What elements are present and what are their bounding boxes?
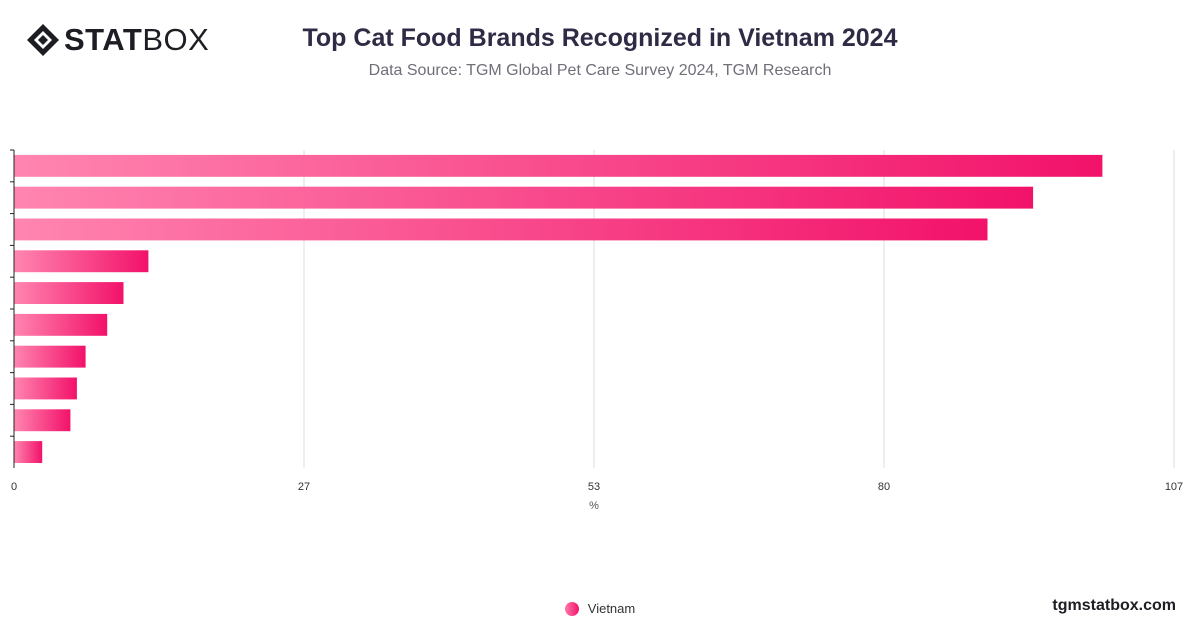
- bar[interactable]: [14, 345, 86, 368]
- bar[interactable]: [14, 218, 988, 241]
- chart-title: Top Cat Food Brands Recognized in Vietna…: [302, 24, 898, 52]
- x-tick-label: 0: [11, 481, 17, 493]
- bar[interactable]: [14, 313, 108, 336]
- logo-wordmark-bold: STAT: [64, 22, 143, 57]
- legend-swatch: [564, 601, 579, 616]
- x-tick-label: 53: [588, 481, 600, 493]
- legend-item-vietnam[interactable]: Vietnam: [564, 601, 636, 616]
- chart-subtitle: Data Source: TGM Global Pet Care Survey …: [368, 62, 832, 79]
- statbox-logo: STATBOX: [26, 22, 209, 58]
- bar[interactable]: [14, 441, 43, 463]
- x-tick-label: 107: [1165, 481, 1183, 493]
- statbox-diamond-icon: [27, 24, 59, 56]
- x-tick-label: 27: [298, 481, 310, 493]
- logo-wordmark: STATBOX: [64, 22, 209, 58]
- bar[interactable]: [14, 186, 1034, 209]
- logo-wordmark-light: BOX: [142, 22, 210, 57]
- x-tick-label: 80: [878, 481, 890, 493]
- bar[interactable]: [14, 250, 149, 273]
- bar-chart: 0 27 53 80 107%: [10, 149, 1183, 512]
- bar[interactable]: [14, 377, 77, 400]
- bar[interactable]: [14, 154, 1103, 177]
- chart-legend: Vietnam: [0, 601, 1200, 616]
- legend-label: Vietnam: [587, 601, 636, 616]
- bar[interactable]: [14, 282, 124, 304]
- brand-url-link[interactable]: tgmstatbox.com: [1052, 597, 1176, 614]
- bar[interactable]: [14, 409, 71, 432]
- x-axis-title: %: [589, 500, 599, 512]
